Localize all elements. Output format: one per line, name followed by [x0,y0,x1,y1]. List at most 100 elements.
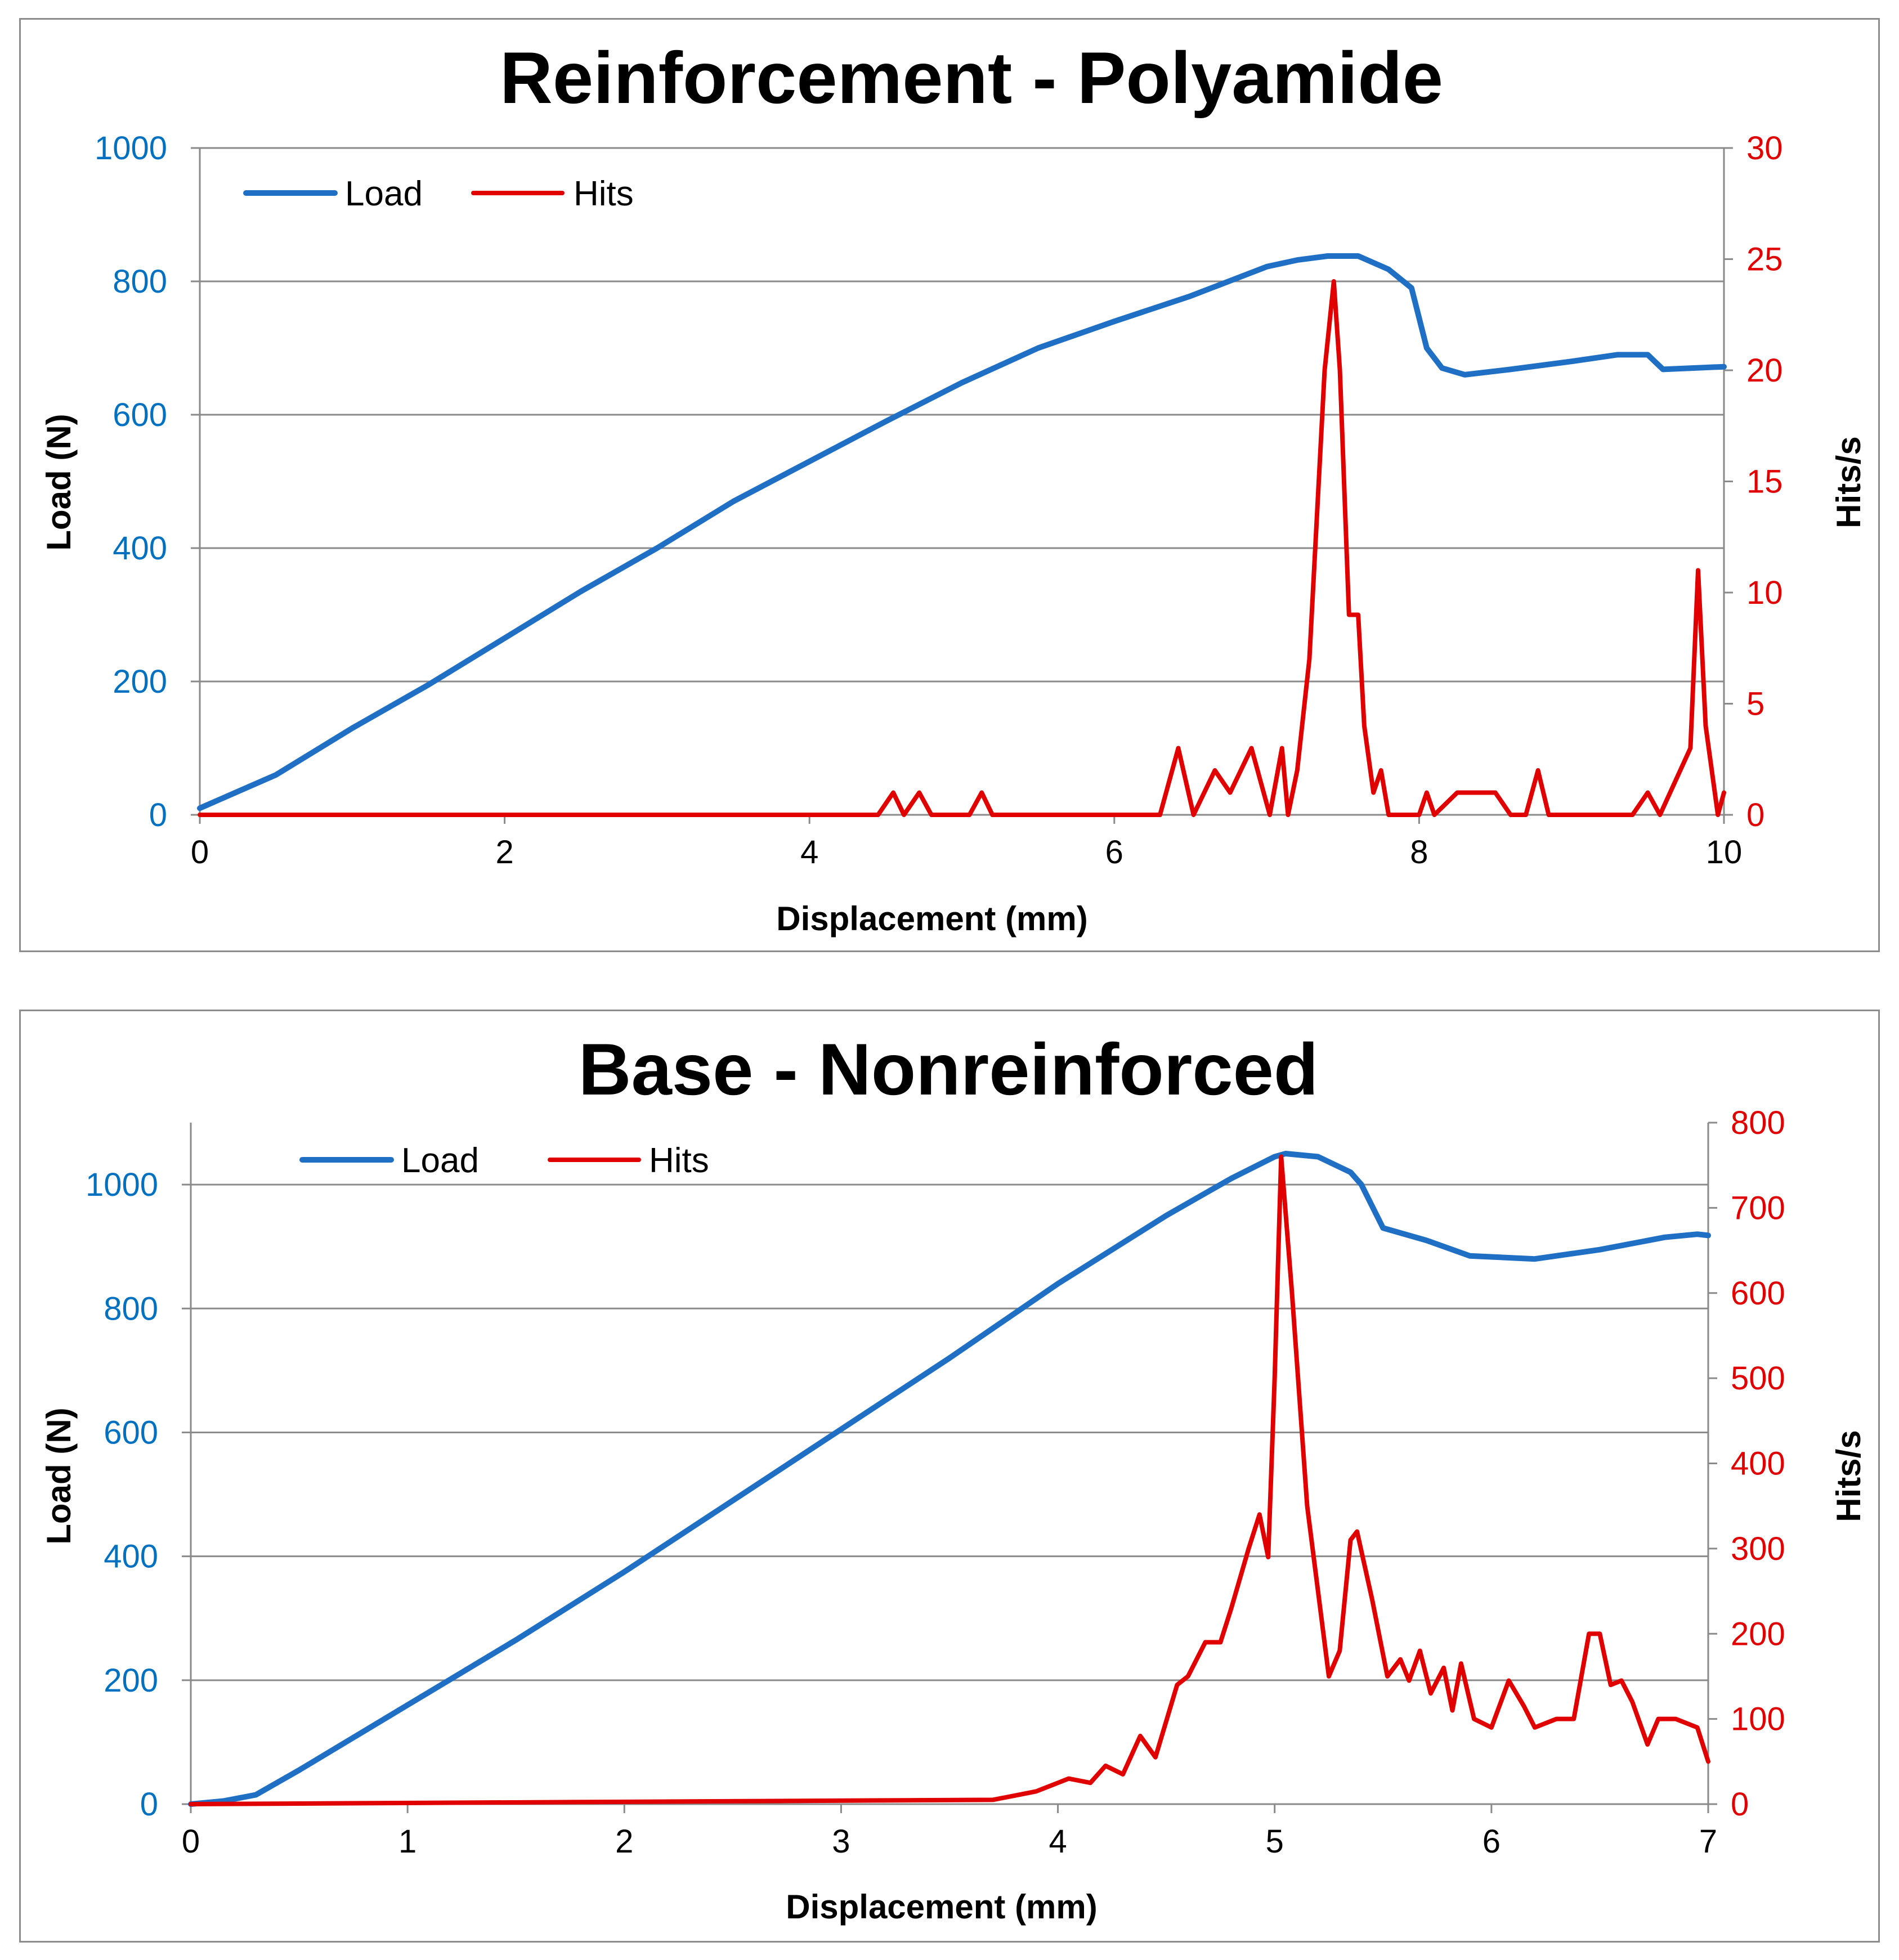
data-point-load [255,1794,257,1796]
x-tick-label: 1 [398,1823,416,1860]
data-point-load [222,1800,224,1802]
data-point-hits [1269,814,1270,815]
data-point-hits [1339,1650,1341,1652]
data-point-hits [1452,1710,1453,1711]
data-point-hits [1220,1641,1221,1643]
legend: Load Hits [243,174,634,213]
data-point-hits [1472,792,1473,793]
x-tick-label: 6 [1483,1823,1501,1860]
chart-title: Base - Nonreinforced [579,1028,1319,1110]
data-point-hits [1139,1735,1141,1737]
data-point-hits [1280,1156,1282,1158]
data-point-load [1296,259,1298,261]
data-point-hits [1548,814,1549,815]
y-tick-label: 400 [104,1539,158,1575]
data-point-hits [1363,725,1365,726]
data-point-load [580,591,581,592]
legend-hits-label: Hits [649,1141,709,1180]
x-tick-label: 10 [1706,834,1743,871]
data-point-hits [1159,814,1161,815]
data-point-load [1616,354,1618,356]
data-point-load [1037,347,1039,349]
data-point-hits [1434,814,1435,815]
data-point-hits [1324,370,1325,371]
data-point-hits [1632,1701,1633,1703]
y-tick-label: 600 [113,397,167,433]
data-point-hits [1494,792,1496,793]
y2-tick-label: 20 [1746,352,1783,389]
data-point-hits [1620,1680,1622,1681]
data-point-load [1426,347,1427,349]
data-point-hits [1122,1774,1124,1775]
data-point-hits [1229,792,1231,793]
data-point-hits [1296,770,1298,771]
data-point-load [298,1769,300,1771]
series-line-load [188,1151,1711,1807]
data-point-load [1708,1235,1709,1236]
y2-tick-label: 0 [1731,1786,1749,1823]
data-point-hits [1248,1548,1249,1549]
data-point-hits [1723,792,1725,793]
data-point-load [1166,1215,1167,1217]
data-point-load [1464,374,1466,375]
y2-tick-label: 500 [1731,1360,1785,1397]
data-point-hits [1508,1680,1510,1681]
data-point-load [1599,1249,1601,1250]
data-point-load [1426,1240,1427,1241]
x-tick-label: 5 [1266,1823,1284,1860]
data-point-hits [1573,1718,1575,1720]
data-point-hits [190,1804,191,1805]
data-point-load [809,460,810,462]
data-point-hits [1473,1718,1475,1720]
data-point-hits [1251,747,1252,749]
x-tick-label: 2 [615,1823,633,1860]
data-point-load [1696,1234,1698,1235]
y2-tick-label: 15 [1746,464,1783,500]
data-point-load [1190,295,1192,297]
data-point-hits [199,814,200,815]
data-point-hits [1426,792,1427,793]
data-point-hits [1418,814,1420,815]
data-point-hits [1372,1599,1373,1600]
data-point-hits [1373,792,1374,793]
data-point-load [275,774,277,775]
data-point-hits [1647,792,1649,793]
data-point-load [1662,369,1664,370]
data-point-hits [1460,1663,1462,1665]
data-point-load [515,1639,517,1641]
data-point-load [1534,1258,1535,1260]
data-point-hits [1698,569,1699,571]
y-tick-label: 0 [149,797,167,833]
data-point-hits [877,814,879,815]
y2-tick-label: 400 [1731,1446,1785,1482]
y-tick-label: 200 [113,663,167,700]
data-point-hits [1430,1693,1431,1694]
data-point-hits [1632,814,1633,815]
data-point-load [1441,367,1443,369]
data-point-load [504,638,505,639]
x-tick-label: 4 [1049,1823,1067,1860]
data-point-hits [1696,1726,1698,1728]
x-tick-label: 0 [191,834,209,871]
data-point-hits [1176,1684,1178,1686]
data-point-hits [1717,814,1719,815]
data-point-hits [1339,370,1341,371]
data-point-load [1274,1156,1275,1158]
data-point-hits [1214,770,1216,771]
data-point-hits [1400,1658,1401,1660]
y-tick-label: 600 [104,1414,158,1451]
data-point-load [656,548,658,549]
data-point-load [1571,361,1573,362]
y2-axis-title: Hits/s [1830,1430,1867,1522]
data-point-hits [1328,1675,1329,1677]
x-tick-label: 6 [1105,834,1123,871]
x-axis-title: Displacement (mm) [786,1888,1097,1926]
data-point-load [1113,321,1115,322]
y-tick-label: 0 [140,1786,158,1823]
y-tick-label: 800 [104,1290,158,1327]
reinforcement-chart: Reinforcement - Polyamide 0 2 4 6 8 10 020040… [40,37,1867,938]
data-point-hits [1356,1531,1358,1532]
data-point-load [1360,1184,1362,1186]
y-tick-label: 200 [104,1662,158,1699]
x-tick-label: 2 [495,834,513,871]
